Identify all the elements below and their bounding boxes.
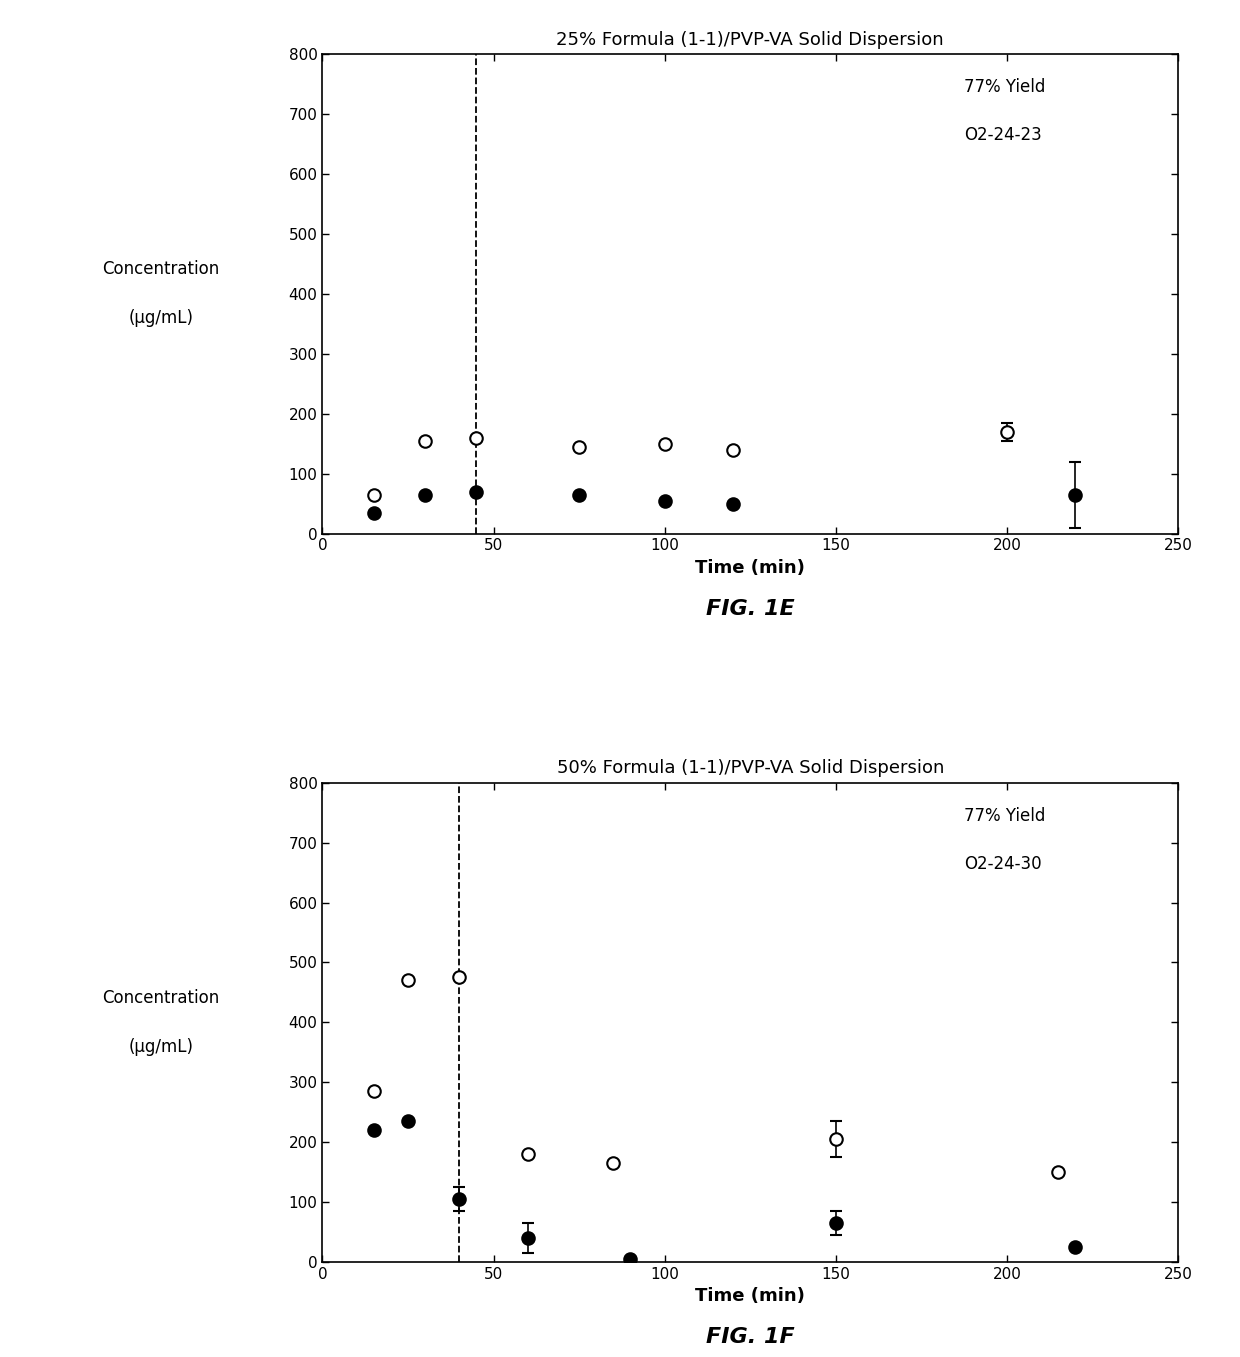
Text: O2-24-30: O2-24-30 (965, 855, 1042, 873)
Title: 50% Formula (1-1)/PVP-VA Solid Dispersion: 50% Formula (1-1)/PVP-VA Solid Dispersio… (557, 759, 944, 778)
Title: 25% Formula (1-1)/PVP-VA Solid Dispersion: 25% Formula (1-1)/PVP-VA Solid Dispersio… (557, 31, 944, 49)
X-axis label: Time (min): Time (min) (696, 559, 805, 577)
Text: FIG. 1F: FIG. 1F (706, 1327, 795, 1348)
Text: FIG. 1E: FIG. 1E (706, 598, 795, 619)
Text: (µg/mL): (µg/mL) (129, 1038, 193, 1056)
Text: Concentration: Concentration (103, 989, 219, 1007)
Text: 77% Yield: 77% Yield (965, 806, 1045, 825)
Text: (µg/mL): (µg/mL) (129, 309, 193, 327)
Text: Concentration: Concentration (103, 261, 219, 278)
X-axis label: Time (min): Time (min) (696, 1288, 805, 1305)
Text: O2-24-23: O2-24-23 (965, 126, 1042, 144)
Text: 77% Yield: 77% Yield (965, 79, 1045, 96)
